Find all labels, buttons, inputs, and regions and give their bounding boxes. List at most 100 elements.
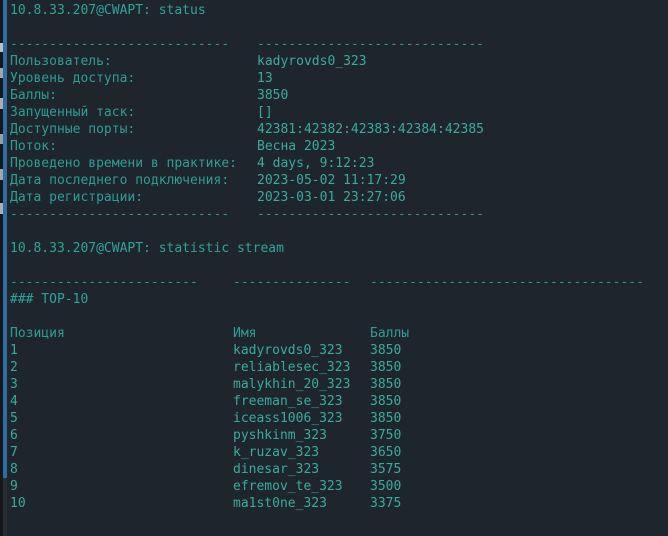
status-row: Поток: Весна 2023 [0,138,668,155]
column-header-position: Позиция [10,326,65,341]
separator-segment: ----------------------------------- [370,275,644,290]
top10-score: 3375 [370,496,402,511]
status-row: Дата регистрации: 2023-03-01 23:27:06 [0,189,668,206]
column-header-name: Имя [233,326,257,341]
top10-score: 3500 [370,479,402,494]
status-value: 4 days, 9:12:23 [257,156,375,171]
top10-name: freeman_se_323 [233,394,343,409]
top10-row: 3 malykhin_20_323 3850 [0,376,668,393]
status-rows: Пользователь: kadyrovds0_323 Уровень досту… [0,53,668,206]
top10-position: 7 [10,445,18,460]
background-app-edge [0,0,3,536]
top10-name: efremov_te_323 [233,479,343,494]
blank-line [0,257,668,274]
status-value: Весна 2023 [257,139,336,154]
edge-icon-fragment [0,43,3,52]
top10-row: 9 efremov_te_323 3500 [0,478,668,495]
top10-header-row: Позиция Имя Баллы [0,325,668,342]
top10-name: k_ruzav_323 [233,445,320,460]
top10-heading: ### TOP-10 [0,291,668,308]
top10-position: 10 [10,496,26,511]
command-line-statistic: 10.8.33.207@CWAPT: statistic stream [0,240,668,257]
top10-score: 3575 [370,462,402,477]
top10-row: 6 pyshkinm_323 3750 [0,427,668,444]
status-row: Запущенный таск: [] [0,104,668,121]
blank-line [0,19,668,36]
top10-score: 3850 [370,411,402,426]
separator-segment: ------------------------ [10,275,198,290]
status-row: Доступные порты: 42381:42382:42383:42384:… [0,121,668,138]
top10-name: ma1st0ne_323 [233,496,327,511]
top10-position: 5 [10,411,18,426]
scrollbar-track[interactable] [3,478,7,536]
blank-line [0,308,668,325]
status-value: [] [257,105,273,120]
status-value: 2023-05-02 11:17:29 [257,173,406,188]
separator-segment: --------------- [233,275,351,290]
top10-position: 9 [10,479,18,494]
top10-score: 3850 [370,360,402,375]
status-row: Пользователь: kadyrovds0_323 [0,53,668,70]
top10-name: pyshkinm_323 [233,428,327,443]
status-value: 42381:42382:42383:42384:42385 [257,122,484,137]
top10-position: 1 [10,343,18,358]
status-value: kadyrovds0_323 [257,54,367,69]
top10-heading-text: ### TOP-10 [10,292,89,307]
top10-score: 3650 [370,445,402,460]
status-value: 3850 [257,88,289,103]
separator-segment: ---------------------------- [10,207,230,222]
top10-position: 6 [10,428,18,443]
top10-position: 3 [10,377,18,392]
status-row: Баллы: 3850 [0,87,668,104]
status-label: Уровень доступа: [10,71,136,86]
status-label: Дата регистрации: [10,190,144,205]
top10-rows: 1 kadyrovds0_323 3850 2 reliablesec_323 3850 3… [0,342,668,512]
status-row: Дата последнего подключения: 2023-05-02 1… [0,172,668,189]
status-row: Уровень доступа: 13 [0,70,668,87]
status-label: Поток: [10,139,57,154]
status-value: 2023-03-01 23:27:06 [257,190,406,205]
status-value: 13 [257,71,273,86]
status-label: Пользователь: [10,54,112,69]
top10-name: iceass1006_323 [233,411,343,426]
top10-row: 7 k_ruzav_323 3650 [0,444,668,461]
terminal-output[interactable]: 10.8.33.207@CWAPT: status --------------… [0,2,668,512]
blank-line [0,223,668,240]
column-header-score: Баллы [370,326,410,341]
edge-icon-fragment [0,203,3,214]
top10-score: 3850 [370,343,402,358]
status-label: Проведено времени в практике: [10,156,237,171]
edge-icon-fragment [0,134,3,144]
top10-row: 10 ma1st0ne_323 3375 [0,495,668,512]
top10-name: reliablesec_323 [233,360,351,375]
edge-icon-fragment [0,169,3,180]
separator-bottom: ---------------------------- -----------… [0,206,668,223]
separator-segment: ----------------------------- [257,207,484,222]
top10-name: malykhin_20_323 [233,377,351,392]
separator-segment: ---------------------------- [10,37,230,52]
edge-icon-fragment [0,98,3,109]
separator-statistic: ------------------------ ---------------… [0,274,668,291]
status-label: Запущенный таск: [10,105,136,120]
top10-row: 1 kadyrovds0_323 3850 [0,342,668,359]
top10-score: 3850 [370,377,402,392]
separator-top: ---------------------------- -----------… [0,36,668,53]
status-label: Дата последнего подключения: [10,173,230,188]
top10-position: 4 [10,394,18,409]
top10-score: 3850 [370,394,402,409]
top10-position: 8 [10,462,18,477]
top10-score: 3750 [370,428,402,443]
command-statistic-text: 10.8.33.207@CWAPT: statistic stream [10,241,284,256]
command-status-text: 10.8.33.207@CWAPT: status [10,3,206,18]
top10-row: 4 freeman_se_323 3850 [0,393,668,410]
top10-position: 2 [10,360,18,375]
top10-name: kadyrovds0_323 [233,343,343,358]
top10-name: dinesar_323 [233,462,320,477]
scrollbar-thumb[interactable] [3,0,7,478]
top10-row: 5 iceass1006_323 3850 [0,410,668,427]
separator-segment: ----------------------------- [257,37,484,52]
top10-row: 8 dinesar_323 3575 [0,461,668,478]
edge-icon-fragment [0,68,3,78]
status-label: Доступные порты: [10,122,136,137]
